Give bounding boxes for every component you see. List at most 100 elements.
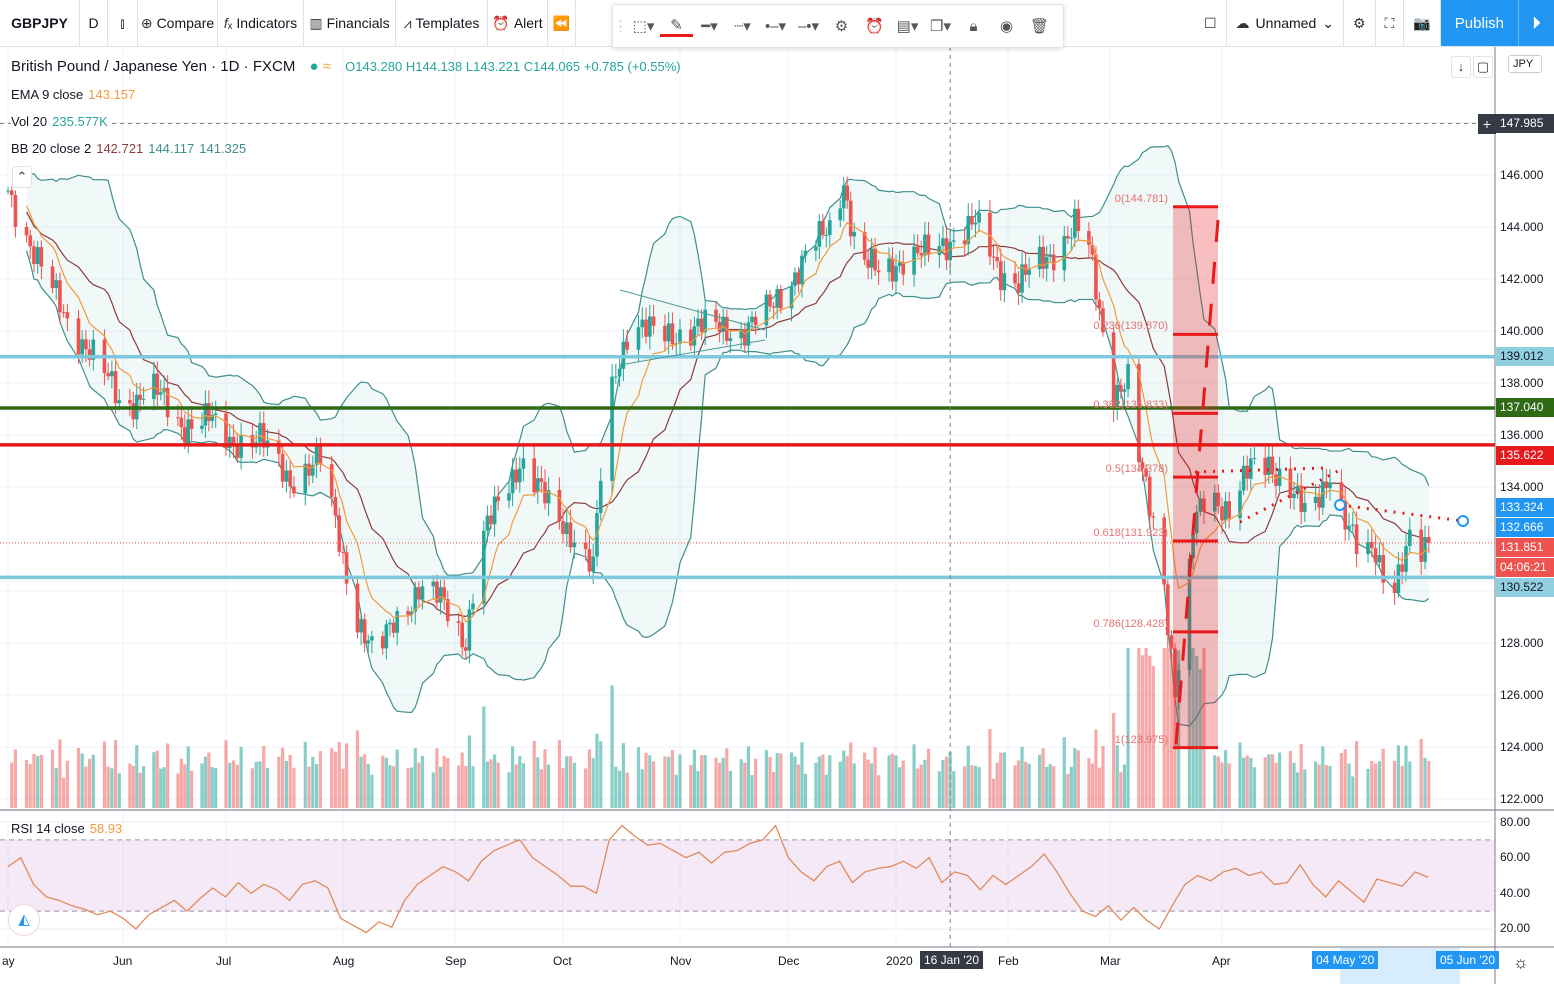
volume-bar: [845, 756, 849, 808]
settings-button[interactable]: ⚙: [1344, 0, 1376, 46]
volume-bar: [496, 762, 500, 808]
volume-bar: [24, 759, 29, 808]
candle-body: [460, 622, 464, 648]
alert-button[interactable]: ⏰ Alert: [488, 0, 548, 46]
currency-label[interactable]: JPY: [1508, 55, 1542, 73]
volume-bar: [176, 773, 180, 808]
fib-level-label: 0.236(139.870): [1093, 320, 1168, 333]
volume-bar: [166, 743, 170, 808]
candle-body: [54, 280, 59, 288]
volume-bar: [128, 763, 132, 808]
volume-bar: [1162, 648, 1166, 808]
volume-legend[interactable]: Vol 20 235.577K: [11, 114, 108, 129]
candle-body: [666, 323, 671, 342]
rsi-label: RSI 14 close: [11, 821, 85, 836]
volume-bar: [725, 748, 729, 808]
candle-body: [1408, 529, 1412, 547]
snapshot-button[interactable]: 📷: [1404, 0, 1441, 46]
volume-bar: [587, 749, 592, 808]
volume-bar: [406, 768, 410, 808]
line-width-icon[interactable]: ━▾: [701, 18, 718, 35]
financials-button[interactable]: ▥ Financials: [304, 0, 396, 46]
volume-bar: [355, 730, 360, 808]
candle-body: [1191, 533, 1195, 559]
volume-bar: [999, 752, 1003, 808]
templates-button[interactable]: ⩘ Templates: [396, 0, 488, 46]
settings-icon[interactable]: ⚙: [834, 18, 849, 35]
rsi-legend[interactable]: RSI 14 close 58.93: [11, 821, 122, 836]
rewind-icon: ⏪: [552, 14, 571, 31]
volume-bar: [1404, 745, 1408, 808]
volume-bar: [54, 767, 58, 808]
volume-bar: [890, 753, 895, 808]
pencil-color-icon[interactable]: ✎: [660, 16, 693, 37]
indicators-button[interactable]: fₓ Indicators: [218, 0, 304, 46]
candle-body: [203, 403, 208, 426]
play-circle-icon: ⏵: [1532, 12, 1541, 33]
layers-icon[interactable]: ▤▾: [896, 18, 919, 35]
volume-bar: [207, 752, 211, 808]
candle-body: [1227, 501, 1231, 519]
candle-body: [362, 619, 367, 644]
add-crosshair-icon[interactable]: +: [1478, 114, 1496, 134]
auto-scale-button[interactable]: ▢: [1473, 56, 1493, 78]
candle-body: [61, 312, 66, 314]
volume-bar: [703, 755, 707, 808]
volume-bar: [514, 764, 518, 808]
layout-name-button[interactable]: ☁ Unnamed ⌄: [1227, 0, 1344, 46]
compare-button[interactable]: ⊕ Compare: [138, 0, 218, 46]
clone-icon[interactable]: ❐▾: [930, 18, 951, 35]
template-icon[interactable]: ⬚▾: [632, 18, 655, 35]
price-tick: 144.000: [1500, 219, 1544, 234]
tradingview-logo-icon[interactable]: ◭: [8, 904, 40, 936]
volume-bar: [824, 774, 828, 808]
interval-button[interactable]: D: [80, 0, 108, 46]
volume-bar: [1062, 737, 1066, 808]
volume-bar: [644, 752, 648, 808]
fullscreen-button[interactable]: ⛶: [1376, 0, 1405, 46]
symbol-search[interactable]: GBPJPY: [0, 0, 80, 46]
volume-bar: [887, 755, 891, 808]
chart-type-button[interactable]: ⫾: [108, 0, 138, 46]
price-tick: 146.000: [1500, 167, 1544, 182]
lock-icon[interactable]: 🔒︎: [969, 17, 978, 35]
volume-bar: [1324, 764, 1328, 808]
volume-bar: [507, 772, 511, 808]
replay-button[interactable]: ⏪: [548, 0, 576, 46]
volume-bar: [663, 756, 667, 808]
ema-legend[interactable]: EMA 9 close 143.157: [11, 87, 135, 102]
volume-bar: [395, 749, 399, 808]
volume-bar: [1090, 763, 1095, 808]
candle-body: [771, 306, 776, 308]
fib-level-label: 0.382(136.833): [1093, 399, 1168, 412]
bb-legend[interactable]: BB 20 close 2 142.721 144.117 141.325: [11, 141, 246, 156]
line-style-icon[interactable]: ┈▾: [734, 18, 751, 35]
volume-bar: [696, 771, 700, 808]
add-alert-icon[interactable]: ⏰: [865, 18, 884, 35]
candle-body: [1111, 332, 1116, 410]
drag-handle-icon[interactable]: ⋮: [613, 18, 628, 35]
symbol-title: British Pound / Japanese Yen · 1D · FXCM: [11, 58, 296, 75]
candle-body: [341, 551, 345, 553]
collapse-legend-button[interactable]: ⌃: [12, 166, 32, 188]
candle-body: [258, 423, 262, 443]
volume-bar: [1020, 746, 1024, 808]
hide-icon[interactable]: ◉: [999, 18, 1014, 35]
volume-bar: [117, 773, 121, 808]
volume-bar: [1227, 763, 1231, 808]
axis-settings-icon[interactable]: ☼: [1513, 953, 1529, 972]
volume-bar: [1016, 760, 1021, 808]
publish-video-button[interactable]: ⏵: [1518, 0, 1554, 46]
volume-bar: [518, 755, 522, 808]
scroll-down-button[interactable]: ↓: [1451, 56, 1471, 78]
layout-checkbox[interactable]: ☐: [1195, 0, 1227, 46]
volume-bar: [1073, 748, 1077, 808]
volume-bar: [863, 752, 867, 808]
line-start-icon[interactable]: •–▾: [764, 18, 787, 35]
volume-bar: [1374, 763, 1378, 808]
trash-icon[interactable]: 🗑︎: [1029, 18, 1050, 35]
publish-button[interactable]: Publish: [1440, 0, 1518, 46]
line-end-icon[interactable]: –•▾: [797, 18, 820, 35]
volume-bar: [796, 764, 801, 808]
